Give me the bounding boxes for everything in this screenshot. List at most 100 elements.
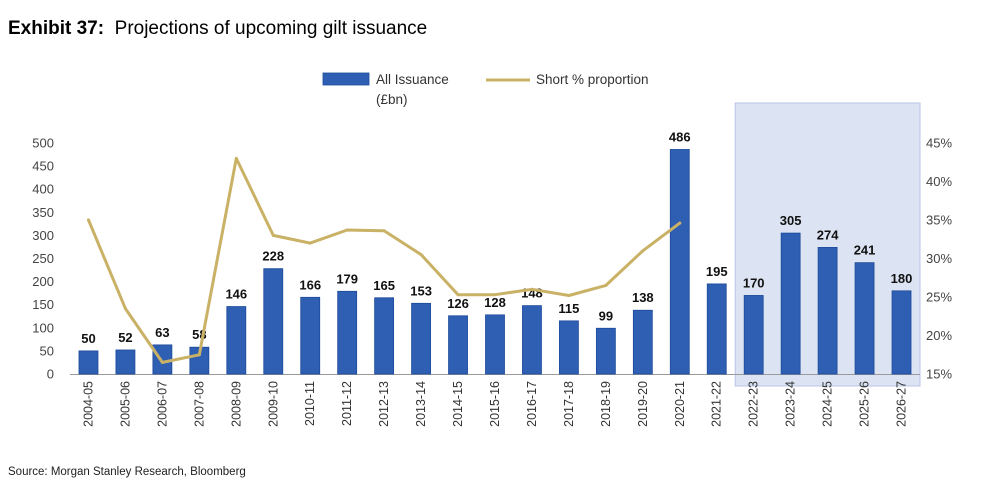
bar-2004-05	[78, 350, 99, 375]
bar-2021-22	[706, 283, 727, 375]
bar-value-label: 305	[780, 213, 802, 228]
x-tick-label: 2019-20	[636, 381, 650, 427]
line-point-2008-09	[234, 156, 238, 160]
x-tick-label: 2017-18	[562, 381, 576, 427]
x-tick-label: 2005-06	[118, 381, 132, 427]
left-axis-tick: 300	[32, 228, 54, 243]
x-tick-label: 2010-11	[303, 381, 317, 426]
left-axis-tick: 350	[32, 205, 54, 220]
bar-2005-06	[115, 349, 136, 375]
legend-bar-swatch	[322, 72, 370, 86]
bar-2011-12	[337, 290, 358, 375]
left-axis-tick: 200	[32, 274, 54, 289]
line-point-2009-10	[271, 233, 275, 237]
bar-value-label: 195	[706, 264, 728, 279]
left-axis-tick: 250	[32, 251, 54, 266]
bar-2013-14	[411, 302, 431, 375]
bar-2015-16	[485, 314, 505, 375]
bar-value-label: 486	[669, 129, 691, 144]
x-tick-label: 2004-05	[81, 381, 95, 427]
bar-value-label: 52	[118, 330, 132, 345]
x-tick-label: 2026-27	[895, 381, 909, 427]
right-axis-tick: 30%	[926, 251, 952, 266]
right-axis-tick: 25%	[926, 290, 952, 305]
bar-2026-27	[891, 290, 912, 375]
line-point-2012-13	[382, 229, 386, 233]
bar-2022-23	[743, 295, 764, 375]
bar-value-label: 180	[891, 271, 913, 286]
legend-bar-label-unit: (£bn)	[376, 92, 408, 107]
x-tick-label: 2021-22	[710, 381, 724, 427]
bar-value-label: 166	[299, 277, 321, 292]
x-tick-label: 2009-10	[266, 381, 280, 427]
x-tick-label: 2006-07	[155, 381, 169, 427]
bar-2014-15	[448, 315, 468, 375]
bar-value-label: 170	[743, 275, 765, 290]
right-axis-tick: 35%	[926, 213, 952, 228]
line-point-2020-21	[678, 221, 682, 225]
legend-bar-label: All Issuance	[376, 72, 449, 87]
x-tick-label: 2023-24	[784, 381, 798, 427]
right-axis-tick: 15%	[926, 367, 952, 382]
bar-value-label: 146	[225, 287, 247, 302]
left-axis-tick: 0	[47, 367, 54, 382]
line-point-2004-05	[86, 218, 90, 222]
line-point-2015-16	[493, 293, 497, 297]
x-tick-label: 2016-17	[525, 381, 539, 427]
line-point-2005-06	[123, 307, 127, 311]
left-axis-tick: 450	[32, 159, 54, 174]
bar-2006-07	[152, 344, 173, 375]
bar-value-label: 153	[410, 283, 432, 298]
x-tick-label: 2024-25	[821, 381, 835, 427]
line-point-2006-07	[160, 360, 164, 364]
x-tick-label: 2018-19	[599, 381, 613, 427]
bar-value-label: 63	[155, 325, 169, 340]
line-point-2011-12	[345, 228, 349, 232]
line-point-2010-11	[308, 241, 312, 245]
line-point-2013-14	[419, 253, 423, 257]
line-point-2018-19	[604, 283, 608, 287]
x-tick-label: 2008-09	[229, 381, 243, 427]
bar-2025-26	[854, 262, 875, 375]
legend-line-label: Short % proportion	[536, 72, 649, 87]
bar-2008-09	[226, 306, 247, 375]
left-axis-tick: 500	[32, 136, 54, 151]
x-tick-label: 2011-12	[340, 381, 354, 426]
bar-value-label: 274	[817, 227, 839, 242]
bar-2018-19	[595, 327, 616, 375]
bar-2012-13	[374, 297, 395, 375]
bar-value-label: 165	[373, 278, 395, 293]
bar-value-label: 99	[599, 308, 613, 323]
bar-value-label: 126	[447, 296, 469, 311]
line-point-2007-08	[197, 353, 201, 357]
line-point-2017-18	[567, 293, 571, 297]
left-axis-tick: 150	[32, 297, 54, 312]
left-axis-tick: 50	[40, 343, 54, 358]
bar-value-label: 241	[854, 243, 876, 258]
bar-2016-17	[522, 305, 542, 375]
x-tick-label: 2014-15	[451, 381, 465, 427]
bar-value-label: 138	[632, 290, 654, 305]
bar-2017-18	[559, 320, 579, 375]
x-tick-label: 2025-26	[858, 381, 872, 427]
bar-2019-20	[632, 309, 653, 375]
bar-value-label: 115	[558, 301, 579, 316]
line-point-2016-17	[530, 287, 534, 291]
line-point-2014-15	[456, 293, 460, 297]
x-tick-label: 2007-08	[192, 381, 206, 427]
line-point-2019-20	[641, 249, 645, 253]
chart-title: Exhibit 37: Projections of upcoming gilt…	[8, 18, 427, 40]
x-tick-label: 2013-14	[414, 381, 428, 427]
bar-value-label: 128	[484, 295, 506, 310]
x-tick-label: 2012-13	[377, 381, 391, 427]
bar-value-label: 228	[262, 249, 284, 264]
x-tick-label: 2022-23	[747, 381, 761, 427]
bar-2010-11	[300, 296, 321, 375]
bar-2009-10	[263, 268, 284, 375]
title-text: Projections of upcoming gilt issuance	[114, 18, 428, 39]
exhibit-number: Exhibit 37:	[8, 18, 105, 39]
bar-value-label: 179	[336, 271, 358, 286]
right-axis-tick: 45%	[926, 136, 952, 151]
right-axis-tick: 20%	[926, 328, 952, 343]
